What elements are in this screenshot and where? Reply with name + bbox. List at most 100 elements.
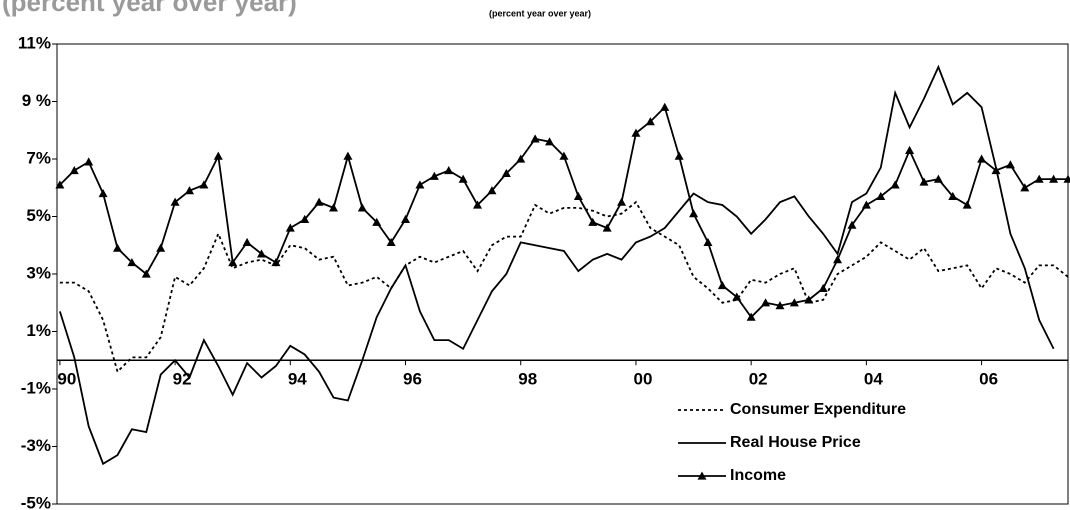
marker [818, 283, 828, 292]
marker [112, 243, 122, 252]
y-tick-label: 3% [26, 263, 51, 282]
marker [300, 214, 310, 223]
marker [689, 209, 699, 218]
marker [977, 154, 987, 163]
marker [458, 174, 468, 183]
marker [933, 174, 943, 183]
series-line [59, 64, 1055, 466]
marker [257, 249, 267, 258]
marker [588, 217, 598, 226]
marker [372, 217, 382, 226]
x-tick-label: 90 [57, 370, 76, 389]
marker [156, 243, 166, 252]
marker [1034, 174, 1044, 183]
marker [84, 157, 94, 166]
marker [761, 298, 771, 307]
marker [948, 191, 958, 200]
marker [861, 200, 871, 209]
marker [559, 151, 569, 160]
marker [919, 177, 929, 186]
y-tick-label: -5% [21, 493, 51, 510]
marker [1063, 174, 1070, 183]
x-tick-label: 02 [749, 370, 768, 389]
marker [401, 214, 411, 223]
marker [890, 180, 900, 189]
marker [271, 258, 281, 267]
cropped-heading: (percent year over year) [2, 0, 297, 17]
x-tick-label: 00 [633, 370, 652, 389]
marker [991, 166, 1001, 175]
marker [501, 168, 511, 177]
marker [98, 189, 108, 198]
marker [127, 258, 137, 267]
y-tick-label: -1% [21, 378, 51, 397]
legend-label: Consumer Expenditure [730, 401, 906, 418]
marker [905, 145, 915, 154]
marker [228, 258, 238, 267]
marker [545, 137, 555, 146]
x-tick-label: 96 [403, 370, 422, 389]
x-tick-label: 04 [864, 370, 883, 389]
marker [473, 200, 483, 209]
marker [732, 292, 742, 301]
x-tick-label: 94 [288, 370, 307, 389]
marker [357, 203, 367, 212]
marker [69, 166, 79, 175]
marker [833, 255, 843, 264]
x-tick-label: 92 [173, 370, 192, 389]
marker [285, 223, 295, 232]
marker [674, 151, 684, 160]
marker [703, 237, 713, 246]
y-tick-label: 7% [26, 148, 51, 167]
marker [717, 281, 727, 290]
marker [213, 151, 223, 160]
marker [444, 166, 454, 175]
marker [847, 220, 857, 229]
marker [386, 237, 396, 246]
legend-label: Income [730, 467, 786, 484]
marker [487, 186, 497, 195]
marker [660, 102, 670, 111]
marker [1005, 160, 1015, 169]
marker [1049, 174, 1059, 183]
legend-label: Real House Price [730, 434, 861, 451]
marker [530, 134, 540, 143]
marker [962, 200, 972, 209]
series-line [59, 105, 1068, 319]
marker [429, 171, 439, 180]
marker [343, 151, 353, 160]
y-tick-label: 1% [26, 321, 51, 340]
marker [415, 180, 425, 189]
marker [141, 269, 151, 278]
marker [170, 197, 180, 206]
y-tick-label: -3% [21, 436, 51, 455]
marker [631, 128, 641, 137]
marker [199, 180, 209, 189]
marker [602, 223, 612, 232]
marker [617, 197, 627, 206]
marker [775, 301, 785, 310]
legend-marker [697, 471, 707, 480]
y-tick-label: 9 % [22, 91, 51, 110]
marker [55, 180, 65, 189]
series-line [59, 200, 1069, 374]
marker [329, 203, 339, 212]
marker [242, 237, 252, 246]
marker [1020, 183, 1030, 192]
marker [645, 117, 655, 126]
chart-subtitle: (percent year over year) [489, 8, 591, 18]
marker [746, 312, 756, 321]
marker [573, 191, 583, 200]
marker [804, 295, 814, 304]
x-tick-label: 98 [518, 370, 537, 389]
marker [876, 191, 886, 200]
marker [789, 298, 799, 307]
y-tick-label: 11% [18, 33, 51, 52]
y-tick-label: 5% [26, 206, 51, 225]
marker [314, 197, 324, 206]
marker [184, 186, 194, 195]
x-tick-label: 06 [979, 370, 998, 389]
marker [516, 154, 526, 163]
